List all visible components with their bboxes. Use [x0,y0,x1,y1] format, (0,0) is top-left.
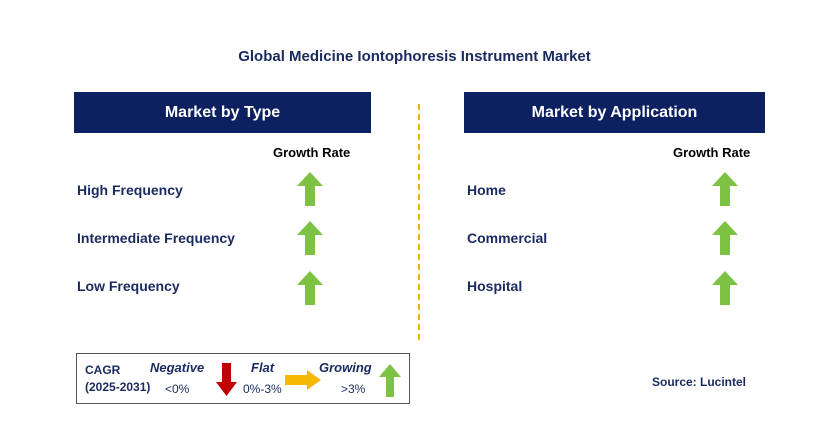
growth-up-arrow-icon [712,271,738,305]
type-item-label: Intermediate Frequency [77,230,235,246]
growth-up-arrow-icon [297,221,323,255]
growth-up-arrow-icon [712,172,738,206]
negative-down-arrow-icon [216,363,237,396]
growth-up-arrow-icon [297,271,323,305]
legend-growing-range: >3% [341,382,366,396]
legend-negative-label: Negative [150,360,205,375]
chart-title: Global Medicine Iontophoresis Instrument… [238,48,591,65]
legend-flat-label: Flat [251,360,275,375]
growth-rate-label-application: Growth Rate [673,145,751,160]
type-item-label: Low Frequency [77,278,180,294]
panel-divider [418,104,420,340]
growth-rate-label-type: Growth Rate [273,145,351,160]
cagr-legend: CAGR (2025-2031) Negative <0% Flat 0%-3%… [76,353,410,404]
source-label: Source: Lucintel [652,375,747,389]
growth-up-arrow-icon [297,172,323,206]
legend-cagr-label: CAGR [85,363,121,377]
panel-header-type: Market by Type [74,92,371,133]
growth-up-arrow-icon [712,221,738,255]
application-item-label: Hospital [467,278,523,294]
type-item-label: High Frequency [77,182,183,198]
panel-header-application: Market by Application [464,92,765,133]
legend-negative-range: <0% [165,382,190,396]
growing-up-arrow-icon [379,364,401,397]
application-item-label: Commercial [467,230,548,246]
application-item-label: Home [467,182,506,198]
legend-period: (2025-2031) [85,380,151,394]
flat-right-arrow-icon [285,370,321,390]
legend-flat-range: 0%-3% [243,382,282,396]
legend-growing-label: Growing [319,360,372,375]
